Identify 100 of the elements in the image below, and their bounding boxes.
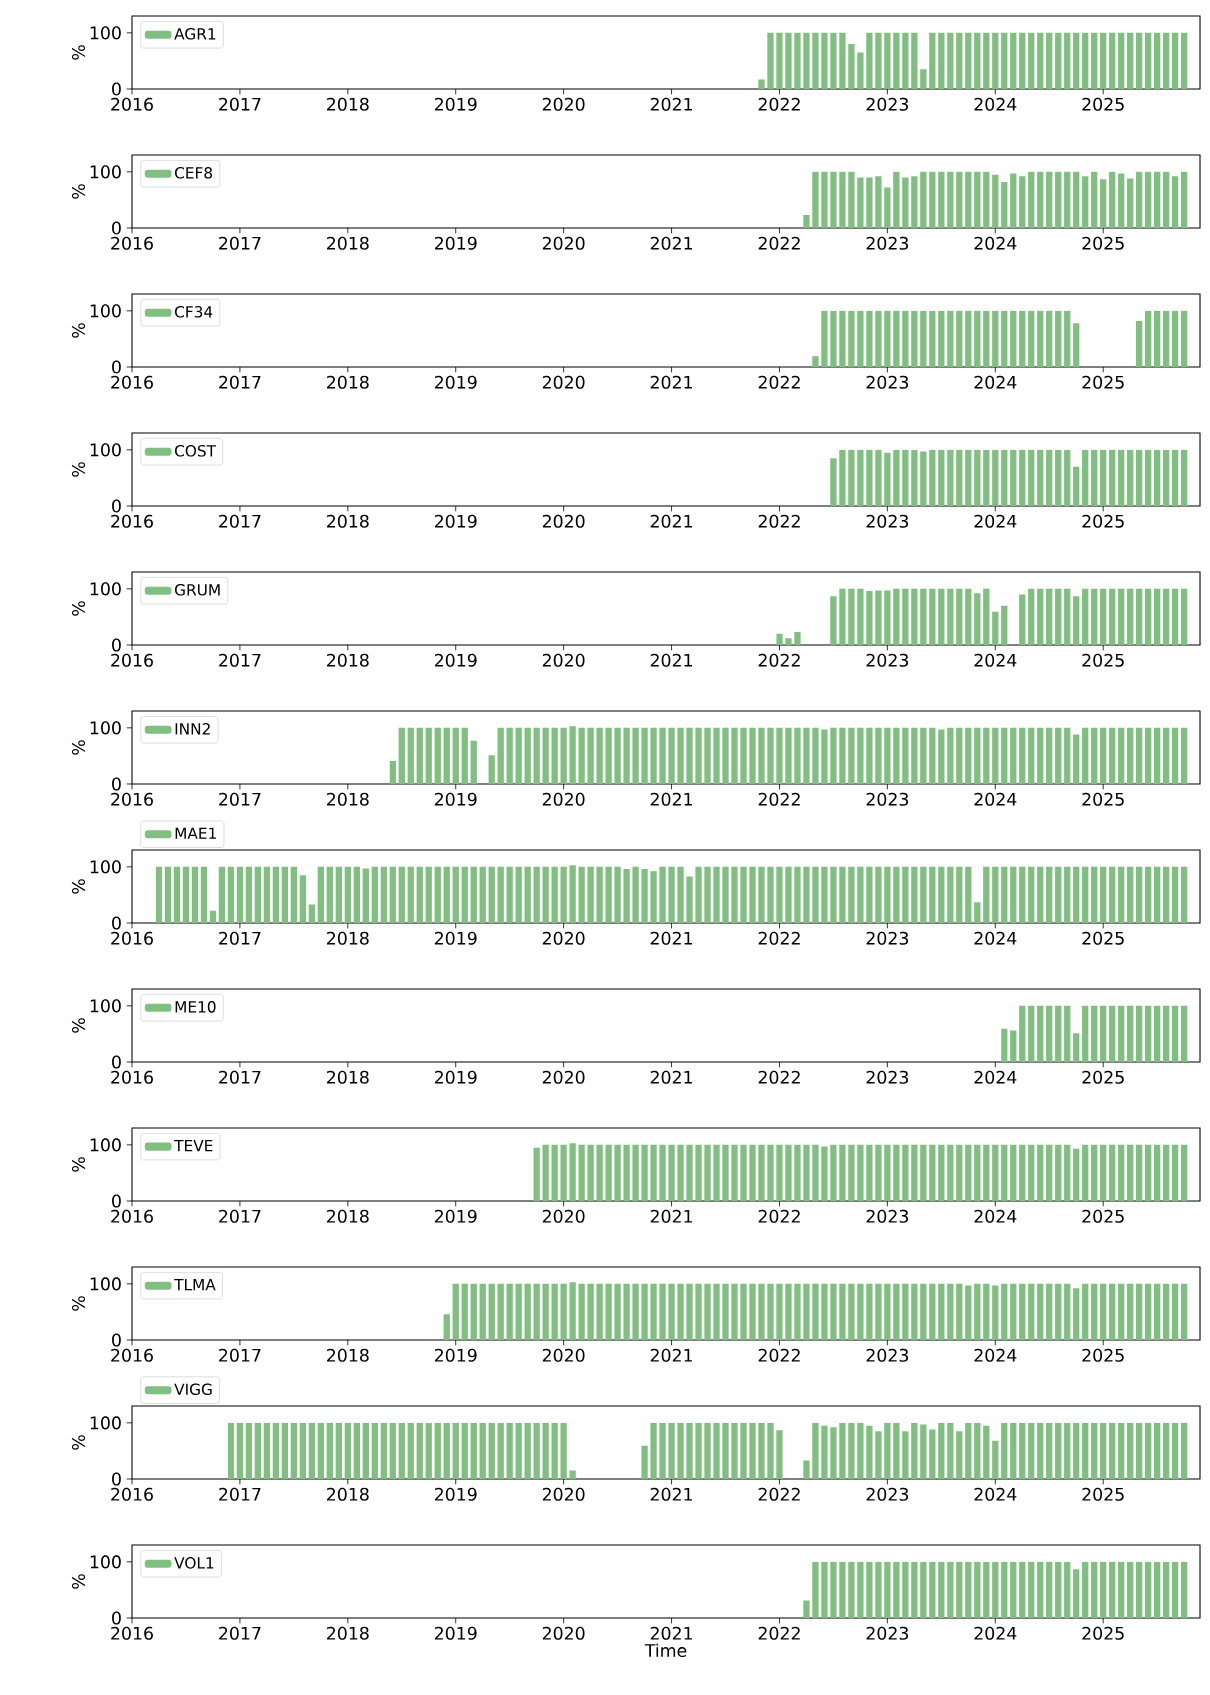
bar (632, 1283, 639, 1340)
bar (866, 310, 873, 367)
y-axis-title: % (71, 1296, 86, 1311)
bar (1082, 1005, 1089, 1062)
bar (1171, 1005, 1179, 1062)
bar (839, 588, 846, 645)
bar (488, 755, 495, 784)
bar (1154, 866, 1161, 923)
bar (1171, 588, 1179, 645)
bar (785, 866, 792, 923)
x-tick-label: 2016 (111, 1626, 153, 1640)
bar (1028, 727, 1035, 784)
y-tick-label: 0 (112, 82, 121, 96)
bar (1064, 1283, 1071, 1340)
bar (1145, 32, 1152, 89)
bar (749, 866, 756, 923)
bar (758, 79, 765, 89)
bar (821, 1561, 828, 1618)
x-tick-label: 2025 (1082, 97, 1124, 111)
bar (1100, 866, 1107, 923)
bar (416, 1422, 423, 1479)
bar (1109, 588, 1116, 645)
bar (1073, 1288, 1080, 1340)
bar (1010, 727, 1017, 784)
legend-label: ME10 (175, 1001, 216, 1013)
bar (830, 32, 837, 89)
bar (1145, 727, 1152, 784)
bar (866, 177, 873, 228)
bar (830, 458, 837, 506)
x-tick-label: 2025 (1082, 1209, 1124, 1223)
bar (1118, 1005, 1125, 1062)
bar (1136, 866, 1143, 923)
bar (749, 1283, 756, 1340)
bar (965, 449, 972, 506)
bar (1163, 1422, 1170, 1479)
bar (1001, 32, 1008, 89)
bar (794, 866, 801, 923)
bar (1073, 1422, 1080, 1479)
bar (992, 1561, 999, 1618)
bar (722, 1422, 729, 1479)
bar (821, 729, 828, 784)
bar (1064, 449, 1071, 506)
bar (821, 1283, 828, 1340)
x-tick-label: 2021 (650, 931, 692, 945)
bar (1046, 588, 1053, 645)
x-tick-label: 2024 (974, 1487, 1017, 1501)
bar (623, 1283, 630, 1340)
bar (785, 32, 792, 89)
bar (920, 727, 927, 784)
bar (839, 1422, 846, 1479)
y-tick-label: 100 (90, 443, 121, 457)
bar (299, 1422, 307, 1479)
bar (632, 727, 639, 784)
bar (776, 633, 783, 645)
bar (272, 866, 280, 923)
bar (1100, 1422, 1107, 1479)
bar (947, 32, 954, 89)
bar (1028, 1283, 1035, 1340)
bar (992, 727, 999, 784)
bar (848, 449, 855, 506)
bar (956, 866, 963, 923)
bar (1010, 1030, 1017, 1062)
bar (416, 866, 423, 923)
x-tick-label: 2016 (111, 375, 153, 389)
bar (1154, 588, 1161, 645)
x-tick-label: 2020 (542, 1070, 585, 1084)
bar (812, 1561, 819, 1618)
bar (902, 866, 909, 923)
bar (875, 1561, 882, 1618)
x-tick-label: 2023 (866, 375, 909, 389)
bar (668, 1283, 675, 1340)
bar (956, 449, 963, 506)
x-tick-label: 2016 (111, 1348, 153, 1362)
bar (1154, 1561, 1161, 1618)
bar (227, 866, 235, 923)
bar (281, 866, 289, 923)
bar (452, 1283, 459, 1340)
bar (704, 866, 711, 923)
bar (929, 1429, 936, 1479)
x-tick-label: 2017 (219, 792, 261, 806)
bar (1028, 1422, 1035, 1479)
bar (1037, 1561, 1044, 1618)
bar (236, 866, 244, 923)
bar (362, 868, 369, 923)
legend-label: CEF8 (175, 167, 213, 179)
bar (1127, 1422, 1134, 1479)
bar (650, 1283, 657, 1340)
x-tick-label: 2022 (758, 1626, 800, 1640)
bar (866, 866, 873, 923)
bar (1109, 866, 1116, 923)
y-tick-label: 0 (112, 1194, 121, 1208)
x-tick-label: 2017 (219, 97, 261, 111)
bar (1145, 171, 1152, 228)
bar (911, 1283, 918, 1340)
bar (1171, 1422, 1179, 1479)
bar (1163, 171, 1170, 228)
bar (524, 727, 531, 784)
bar (1001, 310, 1008, 367)
bar (1037, 32, 1044, 89)
bar (794, 1283, 801, 1340)
